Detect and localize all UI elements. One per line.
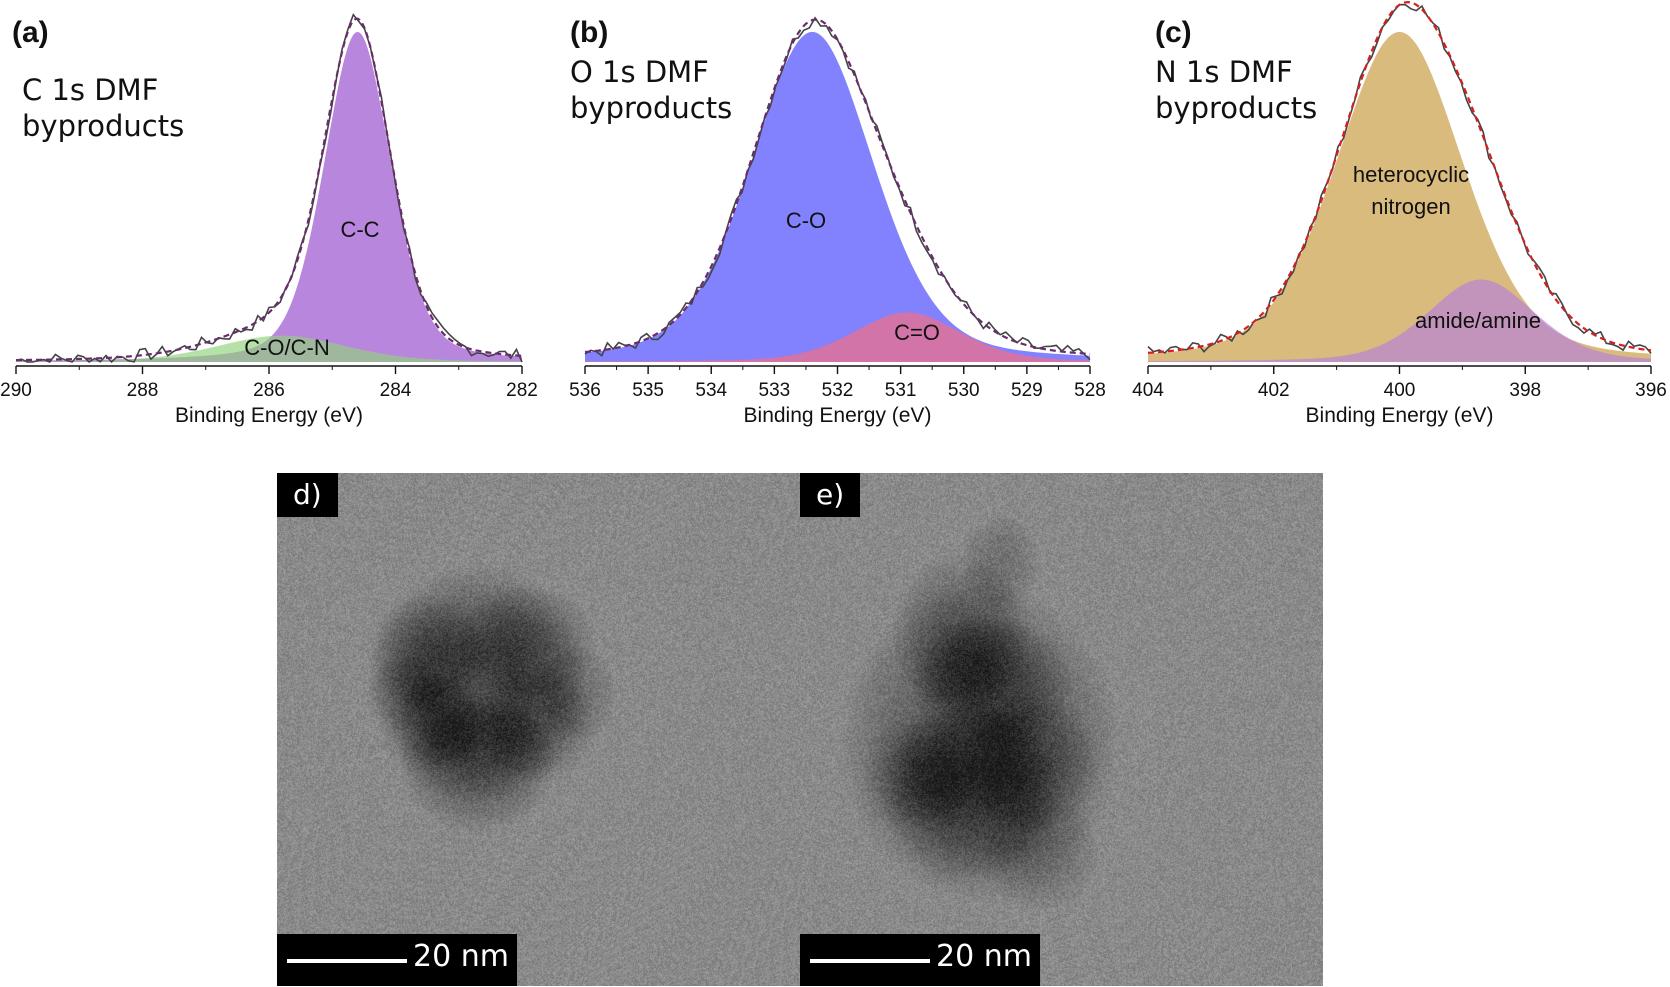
scale-bar-text: 20 nm (936, 939, 1032, 974)
tem-image-d: d) 20 nm (277, 473, 801, 986)
raw-spectrum-line (15, 13, 523, 364)
scale-bar-box: 20 nm (800, 934, 1040, 986)
x-tick-label: 400 (1384, 380, 1416, 401)
panel-title-line: byproducts (570, 91, 732, 125)
component-peak-amide-amine (1148, 279, 1651, 362)
peak-label: heterocyclic (1353, 162, 1469, 187)
peak-label: nitrogen (1371, 194, 1451, 219)
panel-letter: (a) (12, 16, 49, 49)
x-tick-label: 288 (127, 380, 159, 401)
fit-envelope-line (584, 18, 1091, 356)
component-peak-c-c (16, 31, 522, 363)
peak-label: amide/amine (1415, 308, 1541, 333)
panel-letter: (b) (570, 16, 608, 49)
panel-letter: (c) (1155, 16, 1192, 49)
tem-label-d: d) (277, 473, 338, 517)
panel-title-line: byproducts (22, 109, 184, 143)
x-tick-label: 529 (1011, 380, 1043, 401)
xps-panel-2: 536 535 534 533 532 531 530 529 528 Binding Energ… (569, 16, 1106, 427)
xps-panel-3: 404 402 400 398 396 Binding Energy (eV) (c) N 1… (1132, 0, 1667, 427)
panel-title-line: C 1s DMF (22, 73, 158, 107)
scale-bar-box: 20 nm (277, 934, 517, 986)
fit-envelope-line (16, 17, 523, 362)
x-tick-label: 533 (759, 380, 791, 401)
x-tick-label: 528 (1074, 380, 1106, 401)
x-tick-label: 535 (632, 380, 664, 401)
tem-texture (800, 473, 1323, 986)
peak-label: C-C (340, 217, 379, 242)
x-tick-label: 284 (380, 380, 412, 401)
x-tick-label: 286 (253, 380, 285, 401)
x-tick-label: 404 (1132, 380, 1164, 401)
peak-label: C-O (786, 208, 826, 233)
scale-bar (810, 959, 930, 963)
tem-label-e: e) (800, 473, 861, 517)
x-tick-label: 282 (506, 380, 538, 401)
tem-texture (277, 473, 801, 986)
x-tick-label: 536 (569, 380, 601, 401)
xps-spectra: 290 288 286 284 282 Binding Energy (eV) (a) C 1… (0, 0, 1667, 427)
fit-envelope-line (1147, 0, 1652, 354)
x-tick-label: 396 (1635, 380, 1667, 401)
component-peak-heterocyclic-nitrogen (1148, 31, 1651, 363)
x-tick-label: 290 (0, 380, 32, 401)
component-peak-c-o (585, 312, 1090, 362)
x-tick-label: 398 (1509, 380, 1541, 401)
scale-bar-text: 20 nm (413, 939, 509, 974)
x-tick-label: 402 (1258, 380, 1290, 401)
peak-label: C-O/C-N (244, 335, 330, 360)
x-axis-label: Binding Energy (eV) (175, 404, 363, 427)
component-peak-c-o-c-n (16, 335, 522, 362)
x-axis-label: Binding Energy (eV) (1306, 404, 1494, 427)
panel-title-line: byproducts (1155, 91, 1317, 125)
x-tick-label: 534 (695, 380, 727, 401)
tem-image-e: e) 20 nm (800, 473, 1323, 986)
peak-label: C=O (894, 320, 940, 345)
component-peak-c-o (585, 31, 1090, 363)
panel-title-line: N 1s DMF (1155, 55, 1293, 89)
x-axis-label: Binding Energy (eV) (744, 404, 932, 427)
x-tick-label: 532 (822, 380, 854, 401)
x-tick-label: 530 (948, 380, 980, 401)
panel-title-line: O 1s DMF (570, 55, 709, 89)
x-tick-label: 531 (885, 380, 917, 401)
xps-panel-1: 290 288 286 284 282 Binding Energy (eV) (a) C 1… (0, 13, 538, 427)
scale-bar (287, 959, 407, 963)
